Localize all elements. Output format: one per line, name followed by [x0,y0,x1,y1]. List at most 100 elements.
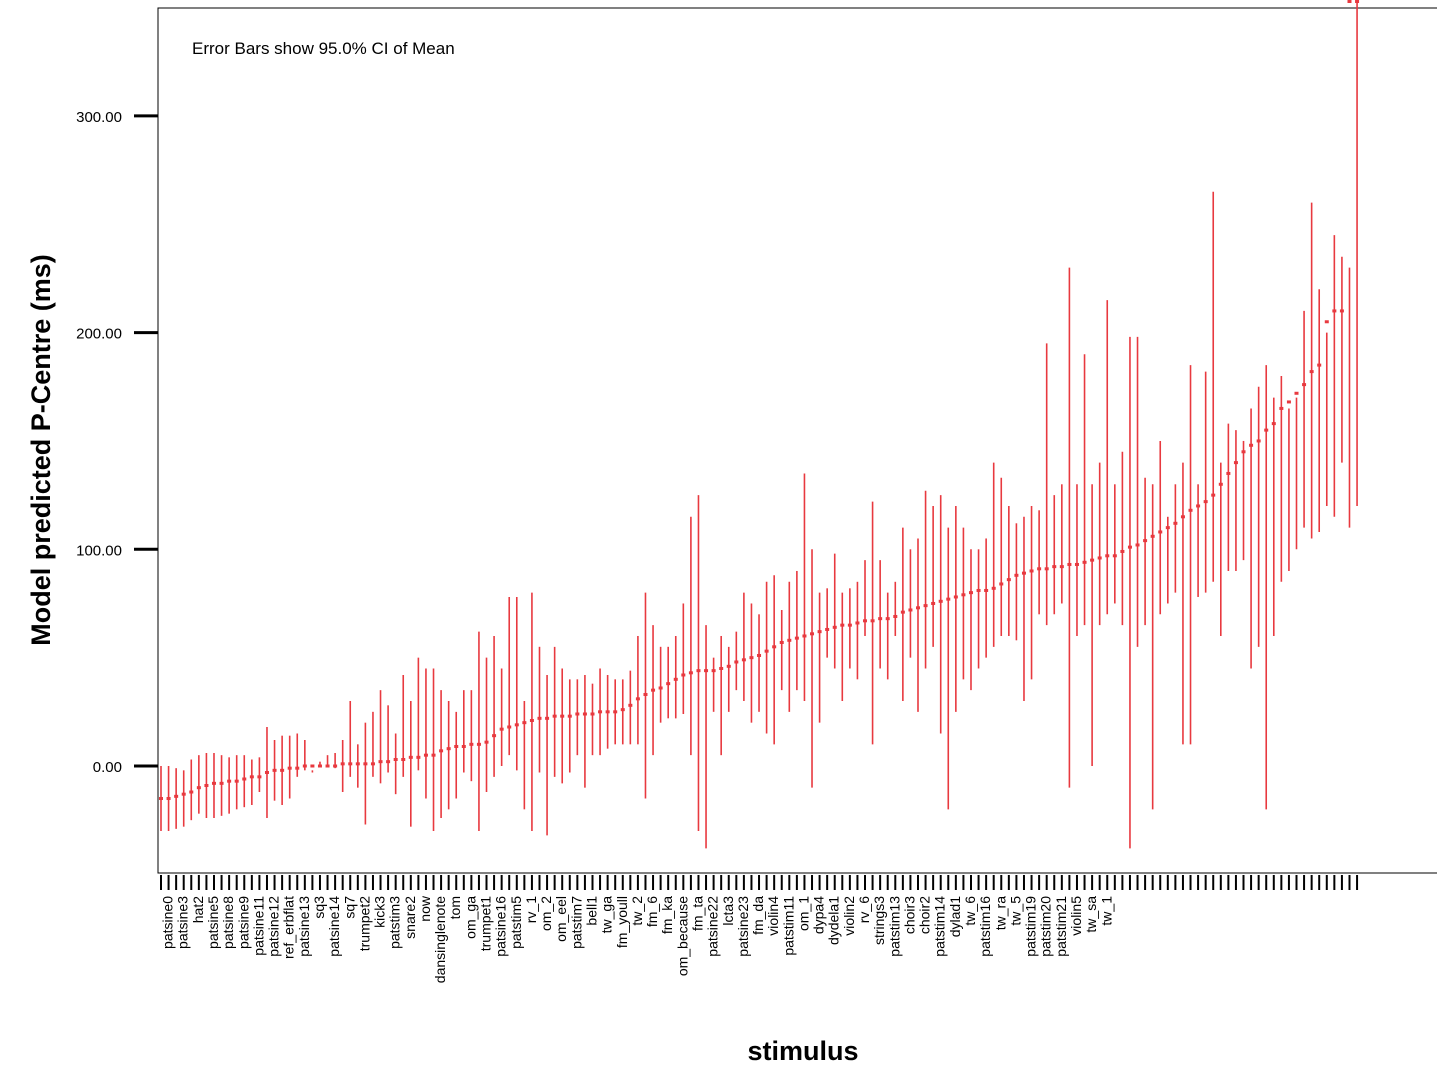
x-category-label: sq3 [311,896,327,919]
mean-marker [159,797,163,801]
y-tick-label: 200.00 [76,326,122,343]
x-category-label: ref_erbflat [281,896,297,959]
x-category-label: fm_ta [689,896,705,931]
mean-marker [726,664,731,668]
mean-marker [1067,562,1072,566]
mean-marker [900,610,905,614]
x-category-label: tom [447,896,463,919]
x-category-label: om_because [674,896,690,976]
mean-marker [431,753,436,757]
x-category-label: violin4 [765,896,781,936]
x-category-label: violin2 [841,896,857,936]
x-category-label: patstim3 [387,896,403,949]
mean-marker [1286,400,1291,404]
mean-marker [696,669,701,673]
x-category-label: fm_da [750,896,766,935]
x-category-label: om_ga [462,896,478,939]
x-category-label: now [417,895,433,922]
mean-marker [885,617,890,621]
mean-marker [1059,565,1064,569]
mean-marker [613,710,618,714]
mean-marker [1339,309,1344,313]
mean-marker [908,608,913,612]
mean-marker [257,775,262,779]
mean-marker [1294,391,1299,395]
x-category-label: bell1 [583,896,599,926]
x-category-label: lcta3 [720,896,736,926]
mean-marker [1196,504,1201,508]
mean-marker [219,781,224,785]
mean-marker [386,760,391,764]
x-axis-title: stimulus [747,1036,858,1066]
mean-marker [567,714,572,718]
mean-marker [166,797,171,801]
x-axis-ticks [160,875,1359,890]
mean-marker [976,588,981,592]
x-category-label: patstim13 [886,896,902,957]
mean-marker [1226,471,1231,475]
mean-marker [635,697,640,701]
mean-marker [454,744,459,748]
mean-marker [378,760,383,764]
mean-marker [1120,549,1125,553]
mean-marker [1143,539,1148,543]
mean-marker [673,677,678,681]
x-category-label: trumpet1 [478,896,494,951]
x-category-label: tw_2 [629,896,645,926]
x-category-label: om_eel [553,896,569,942]
mean-marker [499,727,504,731]
mean-marker [999,582,1004,586]
mean-marker [469,742,474,746]
mean-marker [1029,569,1034,573]
x-category-label: patsine12 [266,896,282,957]
mean-marker [295,766,300,770]
mean-marker [590,712,595,716]
x-category-label: tw_6 [962,896,978,926]
mean-marker [938,599,943,603]
x-category-label: choir3 [901,896,917,934]
mean-marker [492,734,497,738]
x-category-label: fm_ka [659,896,675,934]
mean-marker [878,617,883,621]
mean-marker [507,725,512,729]
mean-marker [560,714,565,718]
x-category-label: choir2 [917,896,933,934]
x-category-label: rv_6 [856,896,872,923]
plot-frame [157,7,1437,874]
x-category-label: dypa4 [811,896,827,934]
mean-marker [1165,526,1170,530]
mean-marker [1006,578,1011,582]
mean-marker [704,669,709,673]
mean-marker [196,786,201,790]
x-category-label: patstim5 [508,896,524,949]
mean-marker [802,634,807,638]
x-category-label: patsine0 [160,896,176,949]
mean-marker [734,660,739,664]
mean-marker [1127,545,1132,549]
mean-marker [916,606,920,610]
mean-marker [1317,363,1322,367]
x-category-label: dylad1 [947,896,963,937]
mean-marker [340,762,345,766]
y-axis: 0.00 100.00 200.00 300.00 [76,109,158,776]
x-category-label: patsine11 [250,896,266,956]
mean-marker [1021,571,1026,575]
x-category-label: patsine14 [326,896,342,957]
mean-marker [620,708,625,712]
mean-marker [1135,543,1140,547]
mean-marker [1044,567,1049,571]
mean-marker [242,777,247,781]
x-category-label: patstim16 [977,896,993,957]
mean-marker [181,792,186,796]
mean-marker [529,718,534,722]
mean-marker [1271,422,1276,426]
mean-marker [310,764,315,768]
x-category-label: tw_ga [599,896,615,934]
mean-marker [552,714,557,718]
mean-marker [227,779,232,783]
x-category-label: patstim11 [780,896,796,956]
mean-marker [688,671,693,675]
mean-marker [1211,493,1216,497]
mean-marker [681,673,686,677]
mean-marker [370,762,375,766]
